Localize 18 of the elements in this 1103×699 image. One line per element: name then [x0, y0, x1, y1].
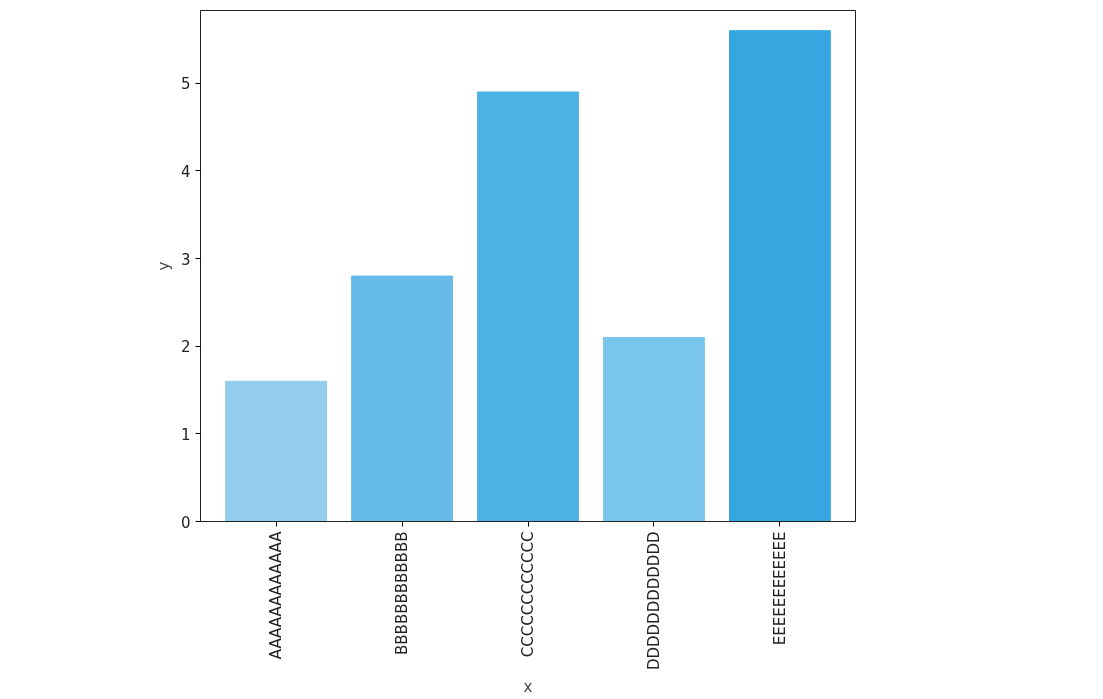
x-tick-label: AAAAAAAAAAAA	[267, 530, 286, 660]
x-tick-label: CCCCCCCCCCCC	[519, 531, 537, 658]
y-tick-label: 2	[180, 338, 191, 357]
bar	[351, 275, 453, 522]
bar	[729, 30, 831, 522]
y-tick-label: 5	[180, 75, 191, 94]
bar	[603, 336, 705, 522]
bar	[225, 380, 327, 522]
y-axis-title: y	[154, 261, 173, 271]
y-tick-label: 4	[180, 162, 191, 181]
x-tick-label: BBBBBBBBBBBB	[393, 531, 412, 655]
bar	[477, 91, 579, 522]
y-tick-label: 1	[180, 425, 191, 444]
x-axis-title: x	[523, 678, 533, 697]
x-tick-label: EEEEEEEEEEEE	[770, 531, 789, 646]
y-tick-label: 3	[180, 250, 191, 269]
x-tick-label: DDDDDDDDDDDD	[644, 531, 663, 671]
y-tick-label: 0	[180, 513, 191, 532]
